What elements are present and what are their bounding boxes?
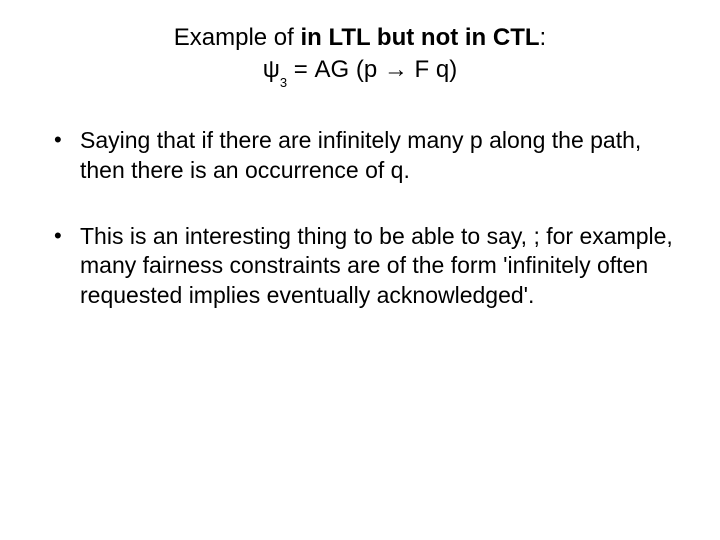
bullet-list: Saying that if there are infinitely many… bbox=[40, 126, 680, 311]
slide: Example of in LTL but not in CTL: ψ3 = A… bbox=[0, 0, 720, 540]
title-suffix: : bbox=[540, 24, 547, 51]
bullet-text: Saying that if there are infinitely many… bbox=[80, 127, 641, 183]
title-bold: in LTL but not in CTL bbox=[301, 24, 540, 51]
formula-rhs: = AG (p → F q) bbox=[287, 56, 457, 83]
list-item: Saying that if there are infinitely many… bbox=[54, 126, 680, 186]
formula-subscript: 3 bbox=[280, 75, 287, 90]
formula-lhs: ψ bbox=[263, 56, 280, 83]
bullet-text: This is an interesting thing to be able … bbox=[80, 223, 673, 309]
slide-title: Example of in LTL but not in CTL: ψ3 = A… bbox=[40, 22, 680, 88]
list-item: This is an interesting thing to be able … bbox=[54, 222, 680, 312]
title-prefix: Example of bbox=[174, 24, 301, 51]
